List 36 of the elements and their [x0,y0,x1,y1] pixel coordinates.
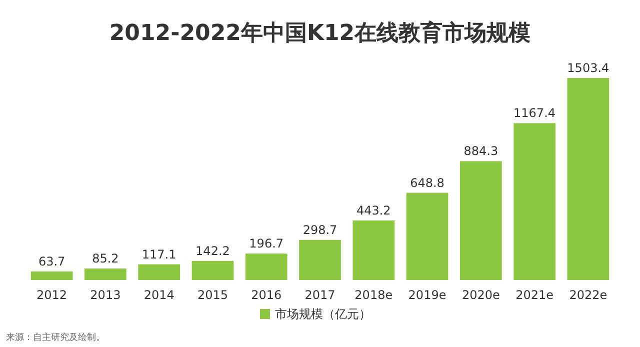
data-label: 1167.4 [514,106,556,120]
data-label: 884.3 [464,144,498,158]
legend-label: 市场规模（亿元） [275,307,371,321]
bar [245,254,288,280]
bar [138,264,180,280]
data-label: 298.7 [302,222,338,237]
data-label: 648.8 [410,176,444,190]
x-tick-label: 2017 [304,288,336,302]
data-label: 63.7 [38,254,66,268]
x-tick-label: 2016 [251,288,282,302]
x-tick-label: 2014 [144,288,174,302]
data-label: 85.2 [92,252,119,266]
x-tick-label: 2022e [569,288,608,302]
data-label: 142.2 [196,244,230,258]
bar [460,161,502,280]
data-label: 1503.4 [567,61,610,75]
data-label: 117.1 [142,247,176,262]
bar [299,240,341,280]
data-label: 196.7 [249,236,284,251]
x-tick-label: 2021e [516,288,554,302]
data-label: 443.2 [356,203,391,218]
x-tick-label: 2018e [354,288,393,302]
x-tick-label: 2013 [90,288,121,302]
bar [514,123,556,280]
x-tick-label: 2015 [197,288,228,302]
bar [406,192,448,280]
chart-title: 2012-2022年中国K12在线教育市场规模 [109,20,531,46]
x-tick-label: 2019e [408,288,446,302]
x-tick-label: 2012 [36,288,68,302]
bar [192,260,234,280]
source-note: 来源：自主研究及绘制。 [6,332,105,343]
bar [567,78,610,280]
bar [84,268,126,280]
bar [30,271,73,280]
bar [352,220,395,280]
x-tick-label: 2020e [462,288,500,302]
